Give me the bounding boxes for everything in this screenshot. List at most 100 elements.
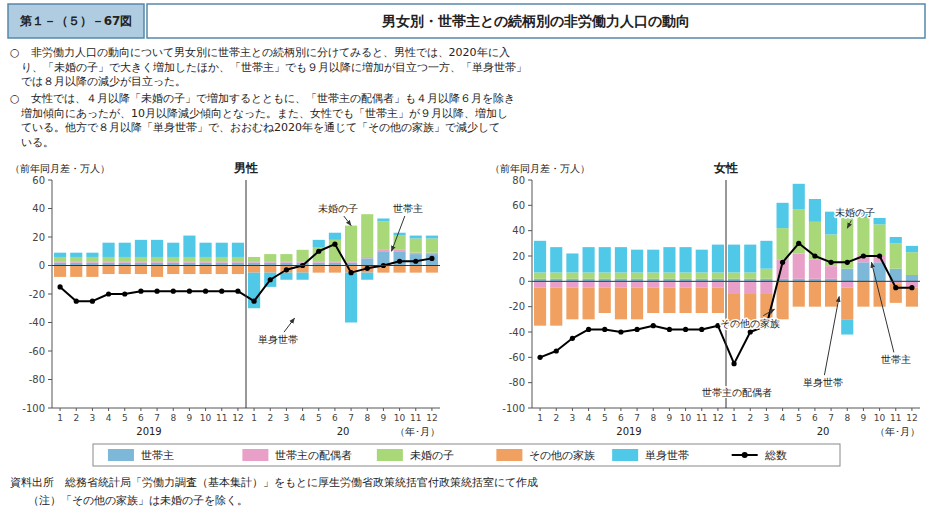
bar — [232, 257, 244, 261]
bar — [232, 243, 244, 257]
x-tick — [302, 408, 303, 411]
bar — [599, 281, 611, 287]
legend-swatch — [108, 449, 134, 461]
line-point — [316, 249, 321, 254]
bar — [329, 266, 341, 273]
bar — [857, 262, 869, 281]
x-tick-label: 1 — [57, 413, 63, 423]
chart-title: 男性 — [233, 161, 258, 175]
legend-swatch — [612, 449, 638, 461]
y-tick-label: 40 — [32, 203, 45, 214]
bar — [426, 253, 438, 254]
x-tick — [556, 408, 557, 411]
x-tick — [351, 408, 352, 411]
y-tick-label: 0 — [39, 260, 45, 271]
bar — [426, 266, 438, 273]
bar — [599, 272, 611, 278]
x-tick-label: 6 — [812, 413, 818, 423]
line-point — [203, 289, 208, 294]
y-tick-label: -20 — [509, 301, 525, 312]
bar — [426, 238, 438, 252]
x-tick-label: 9 — [381, 413, 387, 423]
line-point — [537, 355, 542, 360]
x-tick-label: 2 — [267, 413, 273, 423]
bar — [809, 281, 821, 306]
figure: 第１－（５）－67図男女別・世帯主との続柄別の非労働力人口の動向○ 非労働力人口… — [0, 0, 933, 524]
bar — [248, 257, 260, 261]
bar — [874, 224, 886, 256]
y-axis-label: （前年同月差・万人） — [10, 163, 110, 174]
x-tick — [847, 408, 848, 411]
bar — [647, 250, 659, 273]
line-point — [748, 329, 753, 334]
bar — [183, 261, 195, 262]
line-point — [251, 299, 256, 304]
line-point — [554, 348, 559, 353]
bar — [663, 247, 675, 272]
line-point — [634, 327, 639, 332]
x-tick-label: 2 — [73, 413, 79, 423]
x-tick — [669, 408, 670, 411]
x-tick-label: 6 — [138, 413, 144, 423]
bar — [647, 272, 659, 278]
x-tick — [399, 408, 400, 411]
bar — [183, 266, 195, 275]
x-tick — [157, 408, 158, 411]
bar — [566, 253, 578, 272]
annotation-arrow — [344, 216, 351, 226]
y-tick — [528, 357, 532, 358]
bar — [777, 281, 789, 319]
legend-label: 世帯主 — [141, 449, 174, 461]
annotation: 未婚の子 — [835, 207, 875, 218]
y-tick — [528, 180, 532, 181]
bar — [86, 261, 98, 262]
legend-box — [93, 444, 840, 466]
bar — [599, 288, 611, 313]
x-tick — [717, 408, 718, 411]
bar — [280, 261, 292, 262]
bar — [135, 240, 147, 257]
x-tick — [734, 408, 735, 411]
bar — [906, 288, 918, 307]
y-tick-label: -60 — [509, 352, 525, 363]
y-tick — [528, 205, 532, 206]
y-axis — [532, 180, 533, 408]
bar — [728, 245, 740, 273]
bar — [410, 253, 422, 254]
y-tick-label: -100 — [22, 403, 45, 414]
bar — [151, 240, 163, 257]
bar — [216, 266, 228, 275]
x-tick-label: 2 — [747, 413, 753, 423]
x-tick-label: 11 — [890, 413, 901, 423]
x-tick-label: 3 — [284, 413, 290, 423]
bar — [167, 261, 179, 262]
y-axis-label: （前年同月差・万人） — [490, 163, 590, 174]
x-tick-label: 8 — [364, 413, 370, 423]
bar — [631, 288, 643, 320]
line-point — [397, 259, 402, 264]
x-tick-label: 3 — [764, 413, 770, 423]
bar — [663, 281, 675, 287]
line-point — [90, 299, 95, 304]
bar — [663, 272, 675, 278]
bar — [394, 233, 406, 236]
bar — [890, 243, 902, 268]
x-tick-label: 7 — [154, 413, 160, 423]
bar — [906, 275, 918, 281]
y-tick-label: -20 — [29, 289, 45, 300]
x-tick-label: 12 — [906, 413, 917, 423]
legend-swatch — [242, 449, 268, 461]
x-tick-label: 3 — [570, 413, 576, 423]
x-group-label: 20 — [337, 426, 350, 437]
legend-label: 未婚の子 — [410, 449, 454, 461]
x-tick-label: 4 — [300, 413, 306, 423]
body-text: ている。他方で８月以降「単身世帯」で、おおむね2020年を通じて「その他の家族」… — [10, 121, 500, 134]
bar — [135, 261, 147, 262]
bar — [906, 246, 918, 252]
x-tick — [221, 408, 222, 411]
bar — [566, 281, 578, 287]
bar — [583, 272, 595, 278]
x-tick — [879, 408, 880, 411]
line-point — [138, 289, 143, 294]
line-point — [796, 241, 801, 246]
